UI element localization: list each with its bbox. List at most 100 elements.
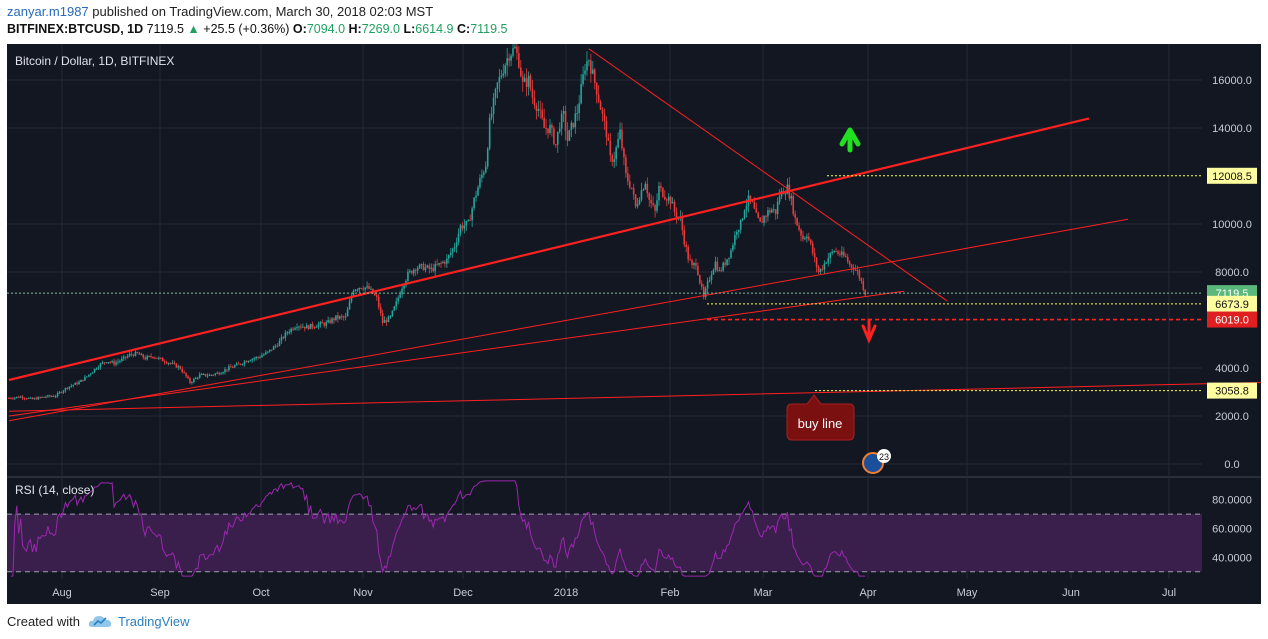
candle-body (761, 221, 763, 223)
candle-body (702, 287, 705, 297)
candle-body (574, 113, 577, 128)
candle-body (331, 318, 333, 323)
candle-body (839, 253, 841, 255)
candle-body (477, 187, 479, 196)
candle-body (531, 88, 534, 98)
publish-line: zanyar.m1987 published on TradingView.co… (7, 4, 433, 19)
candle-body (615, 147, 617, 160)
time-axis-label-2: Oct (252, 587, 269, 599)
candle-body (15, 396, 18, 398)
tradingview-brand[interactable]: TradingView (118, 614, 190, 629)
candle-body (693, 263, 695, 266)
candle-body (455, 242, 458, 248)
candle-body (21, 396, 24, 399)
close-value: 7119.5 (470, 22, 508, 36)
candle-body (364, 287, 366, 290)
candle-body (142, 354, 145, 358)
candle-body (224, 369, 226, 373)
candle-body (823, 263, 826, 270)
arrow-up-icon (839, 127, 861, 153)
candle-body (64, 387, 67, 391)
candle-body (811, 243, 814, 254)
candle-body (432, 267, 435, 272)
candle-body (362, 288, 364, 290)
candle-body (436, 264, 438, 266)
candle-body (841, 251, 843, 255)
candle-body (590, 60, 592, 74)
candle-body (115, 362, 117, 365)
candle-body (628, 181, 631, 188)
candle-body (691, 260, 693, 266)
candle-body (506, 58, 508, 66)
candle-body (527, 75, 530, 87)
candle-body (70, 385, 73, 387)
candle-body (177, 366, 180, 368)
candle-body (216, 372, 219, 374)
candle-body (14, 397, 16, 399)
candle-body (837, 251, 839, 254)
price-axis-label-0: 0.0 (1224, 459, 1239, 471)
candle-body (675, 212, 678, 218)
candle-body (193, 378, 195, 383)
candle-body (736, 231, 738, 235)
candle-body (656, 200, 658, 211)
candle-body (504, 65, 507, 74)
candle-body (414, 269, 417, 271)
time-axis-label-9: May (957, 587, 978, 599)
candle-body (72, 384, 75, 386)
candle-body (253, 358, 255, 360)
candle-body (113, 361, 115, 365)
candle-body (325, 322, 327, 326)
tradingview-cloud-icon[interactable] (88, 613, 112, 629)
candle-body (726, 259, 728, 265)
candle-body (794, 214, 796, 218)
candle-body (739, 220, 742, 230)
candle-body (185, 372, 187, 377)
candle-body (173, 362, 176, 364)
candle-body (669, 196, 672, 204)
author-link[interactable]: zanyar.m1987 (7, 4, 89, 19)
candle-body (806, 236, 808, 239)
candle-body (718, 270, 721, 272)
candle-body (270, 349, 273, 351)
candle-body (313, 327, 316, 329)
candle-body (716, 261, 719, 271)
candle-body (461, 225, 464, 229)
candle-body (80, 379, 82, 382)
candle-body (196, 377, 199, 379)
candle-body (99, 363, 102, 368)
candle-body (648, 193, 651, 200)
buy-line-callout (786, 394, 855, 441)
candle-body (210, 374, 213, 376)
candle-body (802, 235, 804, 240)
candle-body (860, 278, 863, 281)
high-value: 7269.0 (361, 22, 400, 36)
candle-body (150, 355, 152, 357)
candle-body (490, 113, 493, 118)
candle-body (136, 352, 139, 354)
candle-body (263, 354, 265, 356)
created-with-label: Created with (7, 614, 80, 629)
candle-body (545, 127, 547, 129)
candle-body (33, 398, 36, 400)
candle-body (607, 137, 610, 141)
price-axis-label-1: 2000.0 (1215, 411, 1249, 423)
lower-trend-line (8, 290, 905, 417)
candle-body (605, 120, 608, 138)
price-chart[interactable]: 12008.57119.56673.96019.03058.80.02000.0… (7, 44, 1261, 604)
candle-body (457, 233, 460, 243)
candle-body (568, 129, 571, 141)
candle-body (87, 374, 90, 377)
candle-body (276, 345, 279, 347)
candle-body (697, 265, 699, 276)
time-axis-label-3: Nov (353, 587, 373, 599)
candle-body (825, 262, 828, 264)
candle-body (78, 381, 80, 385)
candle-body (296, 327, 298, 329)
candle-body (549, 124, 551, 134)
candle-body (440, 263, 442, 265)
candle-body (214, 373, 217, 375)
candle-body (751, 200, 754, 202)
candle-body (366, 286, 368, 288)
candle-body (835, 251, 837, 253)
